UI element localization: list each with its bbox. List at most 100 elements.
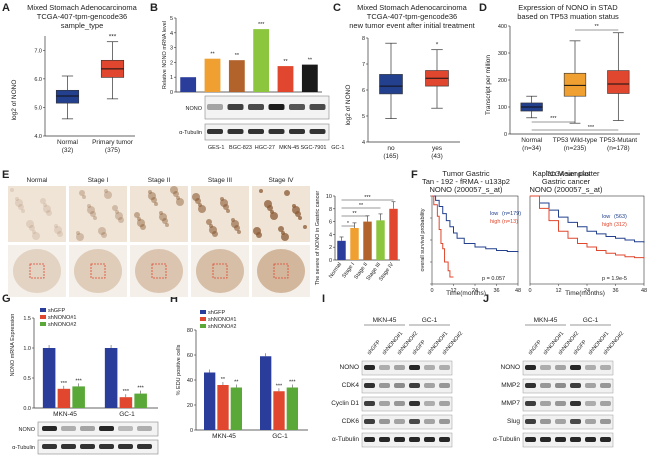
panel-i-lane-3: shGFP	[411, 339, 427, 356]
panel-e-tissue-core-1	[74, 249, 122, 293]
panel-d-group-name-2: TP53-Mutant	[600, 137, 638, 144]
panel-f2-plot-area: 0 12 24 36 48 low (563)high (312) p = 1.9e-5	[528, 195, 647, 294]
panel-e-tile-stain	[176, 196, 180, 200]
panel-b-bar-3	[253, 29, 270, 93]
panel-i-band-0-5	[439, 365, 450, 370]
panel-e-tile-overview-0	[8, 245, 66, 297]
panel-h-legend-label-2: shNONO#2	[208, 324, 236, 330]
panel-d-xlabel: TCGA samples	[546, 171, 590, 178]
panel-e-tile-stain	[43, 203, 47, 207]
panel-e-roi-box-4	[273, 263, 289, 279]
panel-g-y-tick-label: 1.0	[23, 346, 31, 352]
panel-b-category-5: GC-1	[331, 145, 344, 151]
panel-f-legend-low: low	[490, 211, 498, 217]
panel-g-band-tubulin-1	[61, 444, 76, 449]
panel-e-tile-stain	[231, 218, 235, 222]
panel-b-band-tubulin-3	[268, 129, 285, 134]
panel-i-row-label-0: NONO	[340, 364, 360, 371]
panel-b-y-tick-label: 3	[170, 46, 173, 52]
panel-j-band-1-2	[555, 383, 566, 388]
panel-label-a: A	[2, 2, 10, 14]
panel-g-legend-swatch-1	[40, 315, 46, 319]
panel-e-tile-stain	[259, 189, 263, 193]
panel-h-legend-swatch-1	[200, 317, 206, 321]
panel-i-row-label-2: Cyclin D1	[331, 400, 359, 407]
panel-a-group-name-1: Primary tumor	[92, 139, 134, 146]
panel-e-tile-stain	[303, 225, 307, 229]
panel-g-band-nono-4	[118, 426, 133, 431]
panel-b-significance-3: ***	[258, 22, 265, 28]
panel-label-d: D	[479, 2, 487, 14]
panel-j-group-1: GC-1	[583, 317, 599, 324]
panel-e-significance-1: **	[352, 211, 357, 217]
panel-f2-legend-high: high	[602, 222, 612, 228]
panel-c-title-line-1: Mixed Stomach Adenocarcinoma	[357, 3, 467, 12]
panel-g-blot-nono	[37, 421, 159, 437]
panel-b-bar-2	[228, 60, 245, 92]
panel-f-survival: Tumor Gastric Tan - 192 - fRMA - u133p2 …	[420, 169, 647, 297]
panel-e-column-4: Stage IV	[269, 177, 295, 184]
panel-i-band-3-3	[409, 419, 420, 424]
panel-h-legend-swatch-2	[200, 324, 206, 328]
panel-c-group-name-0: no	[387, 145, 395, 152]
panel-j-band-2-2	[555, 401, 566, 406]
panel-f2-x-tick-label: 24	[584, 288, 590, 294]
panel-e-tile-stain	[101, 232, 107, 238]
panel-f2-x-tick-label: 36	[612, 288, 618, 294]
panel-h-y-tick-label: 80	[187, 328, 193, 334]
panel-d-group-n-1: (n=235)	[564, 145, 587, 152]
panel-f2-curve-low	[530, 195, 645, 243]
panel-g-band-tubulin-4	[118, 444, 133, 449]
panel-label-c: C	[333, 2, 341, 14]
panel-b-category-1: BGC-823	[229, 145, 252, 151]
panel-g-bar-shNONO1-1	[119, 397, 133, 408]
panel-e-tile-stain	[270, 210, 274, 214]
panel-g-blot-label-nono: NONO	[19, 427, 36, 433]
panel-g-significance-1: ***	[61, 381, 68, 387]
panel-h-bar-shNONO2-0	[230, 387, 242, 430]
panel-i-row-3	[361, 414, 453, 430]
panel-g-legend-swatch-2	[40, 322, 46, 326]
panel-j-band-1-1	[540, 383, 551, 388]
panel-j-band-4-1	[540, 437, 551, 442]
panel-g-band-nono-2	[80, 426, 95, 431]
panel-d-box-1	[563, 72, 587, 97]
panel-e-tile-stain	[148, 190, 152, 194]
panel-e-roi-box-3	[212, 263, 228, 279]
panel-i-row-label-1: CDK4	[342, 382, 360, 389]
panel-b-blot-bands	[207, 104, 326, 134]
panel-i-group-0: MKN-45	[373, 317, 397, 324]
panel-e-tile-stain	[173, 191, 179, 197]
panel-e-tile-stain	[226, 209, 230, 213]
panel-e-tile-stain	[237, 230, 241, 234]
panel-f-title-line-2: Tan - 192 - fRMA - u133p2	[422, 177, 510, 186]
panel-j-row-label-1: MMP2	[501, 382, 520, 389]
panel-c-boxplot: Mixed Stomach Adenocarcinoma TCGA-407-tp…	[345, 3, 476, 160]
panel-e-tile-stain	[281, 231, 285, 235]
panel-c-y-tick-label: 4	[362, 140, 365, 146]
panel-e-tile-stain	[159, 213, 167, 221]
panel-f-xlabel: Time(months)	[446, 290, 486, 297]
panel-e-bar-3	[376, 220, 385, 260]
panel-f2-x-tick-label: 12	[555, 288, 561, 294]
panel-g-legend-label-0: shGFP	[48, 308, 65, 314]
panel-b-blot-label-nono: NONO	[186, 106, 203, 112]
panel-i-band-3-0	[364, 419, 375, 424]
panel-e-ihc-and-bar: Normal Stage I Stage II Stage III Stage IV T…	[8, 177, 400, 297]
panel-b-band-nono-3	[268, 104, 285, 110]
panel-i-row-1	[361, 378, 453, 394]
panel-i-row-0	[361, 360, 453, 376]
panel-b-band-tubulin-4	[289, 129, 305, 134]
panel-i-band-2-0	[364, 401, 375, 406]
panel-j-band-2-3	[570, 401, 581, 406]
panel-g-legend-label-1: shNONO#1	[48, 315, 76, 321]
panel-g-band-tubulin-0	[42, 444, 57, 449]
panel-d-significance-1: ***	[550, 116, 557, 122]
panel-i-band-0-1	[379, 365, 390, 370]
panel-e-tile-stain	[15, 197, 19, 201]
panel-f2-title-line-2: Gastric cancer	[542, 177, 591, 186]
panel-e-tile-stain	[298, 216, 302, 220]
panel-label-g: G	[2, 293, 11, 305]
panel-b-blot-tubulin	[204, 123, 330, 141]
panel-i-band-3-4	[424, 419, 435, 424]
